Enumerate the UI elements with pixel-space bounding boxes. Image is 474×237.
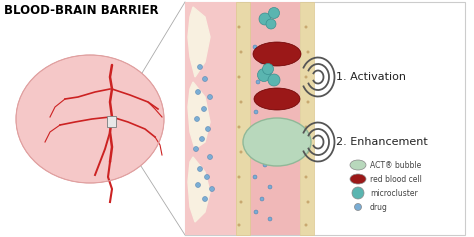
Circle shape bbox=[194, 117, 200, 122]
Circle shape bbox=[210, 187, 215, 191]
Circle shape bbox=[304, 126, 308, 128]
Text: BLOOD-BRAIN BARRIER: BLOOD-BRAIN BARRIER bbox=[4, 4, 159, 17]
Circle shape bbox=[304, 76, 308, 78]
Text: 1. Activation: 1. Activation bbox=[336, 72, 406, 82]
Text: red blood cell: red blood cell bbox=[370, 174, 422, 183]
Text: ACT® bubble: ACT® bubble bbox=[370, 160, 421, 169]
Ellipse shape bbox=[350, 160, 366, 170]
Circle shape bbox=[206, 127, 210, 132]
Ellipse shape bbox=[16, 55, 164, 183]
Circle shape bbox=[304, 176, 308, 178]
Circle shape bbox=[237, 126, 240, 128]
Text: 2. Enhancement: 2. Enhancement bbox=[336, 137, 428, 147]
Circle shape bbox=[268, 74, 280, 86]
Circle shape bbox=[237, 26, 240, 28]
Circle shape bbox=[195, 90, 201, 95]
Circle shape bbox=[266, 19, 276, 29]
Text: microcluster: microcluster bbox=[370, 188, 418, 197]
Circle shape bbox=[256, 147, 260, 151]
Circle shape bbox=[268, 8, 280, 18]
Circle shape bbox=[355, 204, 362, 210]
Ellipse shape bbox=[243, 118, 311, 166]
Circle shape bbox=[195, 182, 201, 187]
Polygon shape bbox=[188, 7, 210, 77]
Circle shape bbox=[263, 163, 267, 167]
Circle shape bbox=[259, 13, 271, 25]
Circle shape bbox=[237, 176, 240, 178]
Circle shape bbox=[253, 175, 257, 179]
Circle shape bbox=[307, 201, 310, 204]
Circle shape bbox=[198, 64, 202, 69]
Bar bbox=[236, 2, 250, 235]
Circle shape bbox=[237, 223, 240, 227]
Circle shape bbox=[269, 135, 273, 139]
Circle shape bbox=[208, 155, 212, 160]
Circle shape bbox=[261, 123, 265, 127]
Circle shape bbox=[260, 197, 264, 201]
Ellipse shape bbox=[350, 174, 366, 184]
Circle shape bbox=[239, 150, 243, 154]
Circle shape bbox=[304, 26, 308, 28]
Circle shape bbox=[200, 137, 204, 141]
Bar bbox=[185, 2, 240, 235]
Circle shape bbox=[263, 64, 273, 74]
Circle shape bbox=[257, 68, 271, 82]
Circle shape bbox=[263, 95, 267, 99]
Bar bbox=[300, 2, 314, 235]
Circle shape bbox=[201, 106, 207, 111]
Circle shape bbox=[254, 110, 258, 114]
Bar bbox=[107, 116, 116, 127]
Ellipse shape bbox=[253, 42, 301, 66]
Circle shape bbox=[202, 77, 208, 82]
Polygon shape bbox=[188, 82, 210, 149]
Circle shape bbox=[253, 45, 257, 49]
Circle shape bbox=[198, 167, 202, 172]
Circle shape bbox=[307, 100, 310, 104]
Text: drug: drug bbox=[370, 202, 388, 211]
Bar bbox=[250, 2, 300, 235]
Circle shape bbox=[268, 185, 272, 189]
Circle shape bbox=[193, 146, 199, 151]
Circle shape bbox=[202, 196, 208, 201]
Ellipse shape bbox=[254, 88, 300, 110]
Circle shape bbox=[352, 187, 364, 199]
Circle shape bbox=[239, 50, 243, 54]
Bar bbox=[185, 2, 465, 235]
Circle shape bbox=[208, 95, 212, 100]
Circle shape bbox=[256, 80, 260, 84]
Circle shape bbox=[260, 60, 264, 64]
Circle shape bbox=[239, 201, 243, 204]
Circle shape bbox=[307, 50, 310, 54]
Polygon shape bbox=[188, 157, 210, 222]
Circle shape bbox=[268, 70, 272, 74]
Circle shape bbox=[254, 210, 258, 214]
Circle shape bbox=[204, 174, 210, 179]
Circle shape bbox=[237, 76, 240, 78]
Circle shape bbox=[239, 100, 243, 104]
Circle shape bbox=[307, 150, 310, 154]
Circle shape bbox=[268, 217, 272, 221]
Circle shape bbox=[304, 223, 308, 227]
